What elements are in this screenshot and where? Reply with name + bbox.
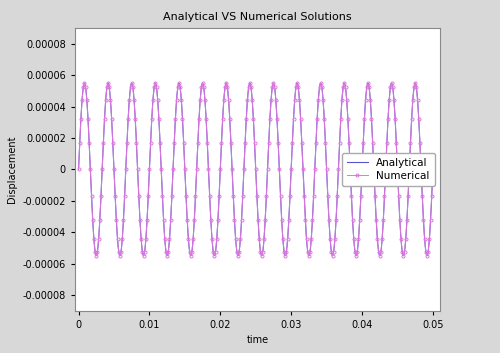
Analytical	[212, 253, 218, 258]
Analytical	[76, 167, 82, 172]
Numerical	[94, 253, 100, 258]
Analytical	[385, 119, 391, 123]
Y-axis label: Displacement: Displacement	[7, 136, 17, 203]
Title: Analytical VS Numerical Solutions: Analytical VS Numerical Solutions	[163, 12, 352, 22]
Analytical	[424, 253, 430, 258]
Numerical	[76, 167, 82, 172]
Analytical	[116, 252, 122, 256]
Numerical	[430, 167, 436, 172]
Analytical	[137, 221, 143, 225]
Analytical	[430, 167, 436, 172]
Analytical	[227, 120, 233, 124]
Legend: Analytical, Numerical: Analytical, Numerical	[342, 152, 435, 186]
Numerical	[406, 167, 412, 172]
Numerical	[232, 237, 238, 241]
Numerical	[221, 97, 227, 102]
Line: Analytical: Analytical	[78, 83, 433, 256]
Numerical	[82, 81, 87, 85]
Line: Numerical: Numerical	[77, 82, 434, 257]
Numerical	[356, 218, 362, 222]
X-axis label: time: time	[246, 335, 268, 345]
Numerical	[377, 253, 383, 258]
Analytical	[423, 251, 429, 255]
Numerical	[320, 97, 326, 102]
Analytical	[82, 81, 87, 85]
